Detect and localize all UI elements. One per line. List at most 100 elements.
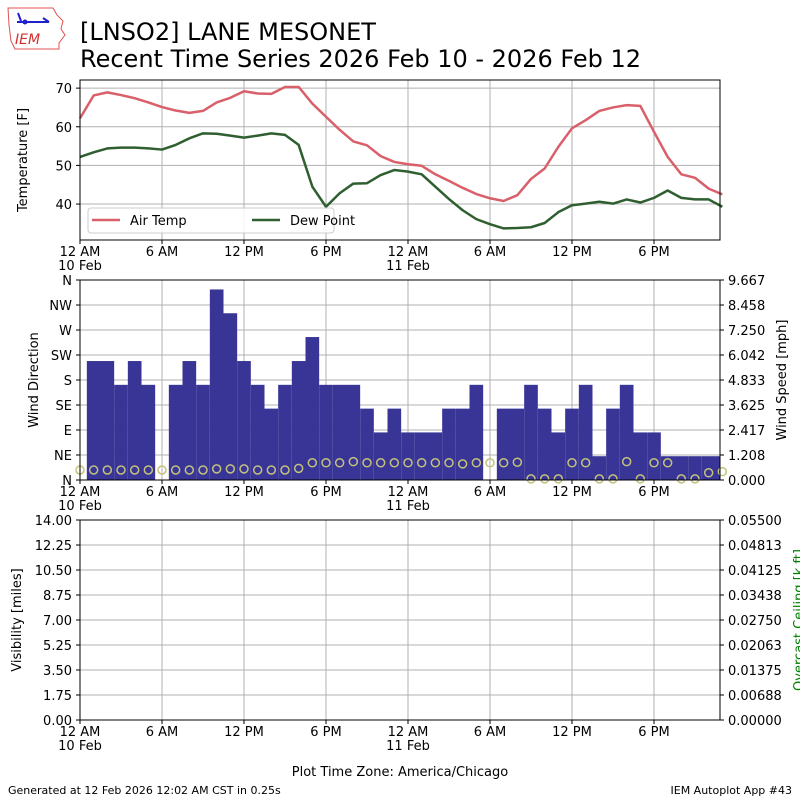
y-tick-label: 7.00 [43,614,72,629]
wind-speed-bar [469,384,484,480]
ceiling-axis-label: Overcast Ceiling [k ft] [792,549,800,691]
x-tick-label: 6 AM [146,245,179,260]
wind-direction-marker [129,465,140,475]
wind-speed-bar [114,384,128,480]
wind-direction-marker [321,458,331,468]
wind-speed-bar [619,384,634,480]
x-tick-label: 12 PM [552,485,592,500]
wind-speed-bar [196,384,210,480]
wind-speed-bar [264,408,279,480]
wind-speed-bar [401,432,415,480]
x-tick-label: 12 AM [60,485,101,500]
wind-direction-marker [102,465,113,475]
y-tick-label: 10.50 [35,564,72,579]
wind-direction-marker [676,474,687,484]
wind-speed-bar [168,384,183,480]
x-tick-label: 6 PM [310,245,341,260]
x-tick-label: 6 PM [638,245,669,260]
y-tick-label: 1.75 [43,689,72,704]
y2-tick-label: 9.667 [728,274,765,289]
wind-speed-bar [715,456,720,480]
wind-direction-marker [403,458,413,468]
y2-tick-label: 6.042 [728,349,765,364]
wind-direction-marker [239,464,249,474]
wind-speed-bar [127,361,142,480]
wind-direction-marker [485,458,495,468]
legend-box [87,207,335,234]
wind-speed-bar [688,456,702,480]
y2-tick-label: 4.833 [728,374,765,389]
x-tick-label: 6 AM [474,245,507,260]
wind-direction-axis-label: Wind Direction [27,332,42,428]
x-tick-label: 12 AM [388,725,429,740]
wind-speed-bar [633,432,648,480]
y-tick-label: S [64,374,72,389]
wind-direction-marker [635,474,646,484]
x-tick-label: 12 PM [224,245,264,260]
wind-speed-bar [305,337,320,480]
wind-direction-marker [553,474,564,484]
x-tick-label: 6 AM [146,725,179,740]
wind-direction-marker [389,458,400,468]
wind-direction-marker [690,474,700,484]
wind-direction-marker [444,458,454,468]
wind-direction-marker [717,466,728,477]
x-tick-label: 6 PM [638,725,669,740]
y-tick-label: 8.75 [43,589,72,604]
wind-speed-bar [578,384,593,480]
wind-speed-bar [428,432,443,480]
wind-speed-axis-label: Wind Speed [mph] [775,320,790,441]
x-tick-label: 12 AM [60,245,101,260]
wind-direction-marker [703,468,714,478]
y2-tick-label: 0.00000 [728,714,782,729]
wind-direction-marker [198,465,208,475]
wind-direction-marker [211,464,222,474]
x-tick-label: 6 AM [474,725,507,740]
wind-speed-bar [592,456,607,480]
visibility-axis-label: Visibility [miles] [10,568,25,671]
wind-direction-marker [143,465,154,475]
y-tick-label: 50 [55,159,72,174]
wind-speed-bar [237,361,251,480]
wind-speed-bar [496,408,511,480]
wind-direction-marker [594,474,605,484]
wind-direction-marker [348,456,359,467]
wind-direction-marker [88,465,99,475]
wind-speed-bar [660,456,675,480]
wind-speed-bar [647,432,661,480]
x-tick-label: 6 PM [638,485,669,500]
y2-tick-label: 0.000 [728,474,765,489]
y-tick-label: 40 [55,198,72,213]
wind-direction-marker [334,458,345,468]
wind-direction-marker [116,465,126,475]
x-tick-label: 12 PM [224,725,264,740]
y-tick-label: 0.00 [43,714,72,729]
x-tick-label: 12 PM [552,725,592,740]
plot-frame [79,79,721,241]
y2-tick-label: 0.00688 [728,689,782,704]
wind-speed-bar [182,361,197,480]
y-tick-label: 3.50 [43,664,72,679]
y2-tick-label: 7.250 [728,324,765,339]
wind-speed-bar [291,361,306,480]
wind-direction-marker [649,458,659,468]
y2-tick-label: 0.02750 [728,614,782,629]
wind-speed-bar [442,408,456,480]
x-tick-sublabel: 10 Feb [58,259,102,274]
x-tick-label: 6 AM [146,485,179,500]
y2-tick-label: 0.04125 [728,564,782,579]
x-tick-label: 12 PM [224,485,264,500]
timezone-label: Plot Time Zone: America/Chicago [292,765,508,780]
y-tick-label: NE [54,449,72,464]
wind-speed-bar [373,432,388,480]
x-tick-sublabel: 10 Feb [58,739,102,754]
wind-direction-marker [416,458,427,468]
y2-tick-label: 3.625 [728,399,765,414]
y2-tick-label: 0.04813 [728,539,782,554]
wind-direction-marker [225,464,236,474]
wind-direction-marker [430,458,441,468]
